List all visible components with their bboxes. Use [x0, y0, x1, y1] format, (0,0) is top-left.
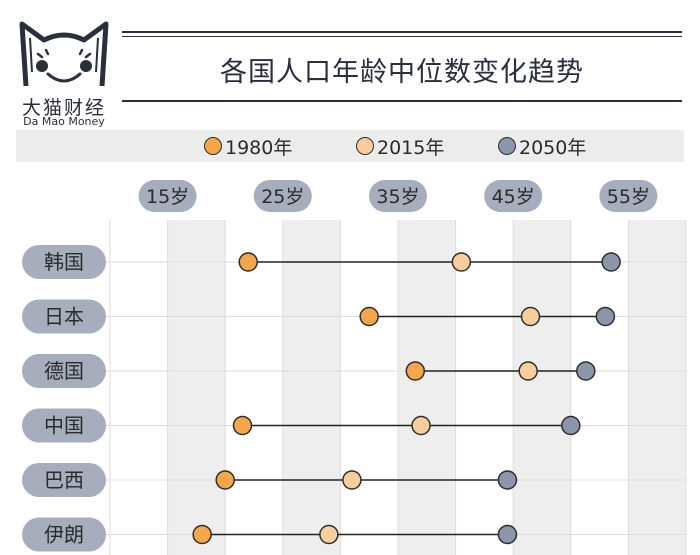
legend-label-2050: 2050年: [519, 136, 587, 159]
grid-band: [628, 220, 686, 555]
x-tick-label: 35岁: [376, 186, 419, 208]
point-2050: [497, 470, 518, 490]
x-tick-label: 55岁: [607, 186, 650, 208]
category-pill: [22, 463, 106, 497]
category-pill: [22, 517, 106, 552]
point-2015: [520, 306, 541, 327]
category-label: 中国: [44, 414, 84, 438]
x-tick-pill: [369, 180, 427, 212]
x-tick-pill: [253, 180, 312, 212]
title-rule-top-thin: [122, 36, 682, 37]
page-title: 各国人口年龄中位数变化趋势: [220, 57, 584, 88]
point-2050: [576, 361, 596, 381]
point-2050: [595, 306, 616, 327]
legend-item-2050: 2050年: [498, 130, 586, 162]
legend-dot-2050-icon: [498, 137, 516, 155]
point-1980: [192, 524, 212, 545]
legend: 1980年 2015年 2050年: [16, 130, 684, 162]
legend-label-2015: 2015年: [377, 136, 445, 159]
brand-name-en: Da Mao Money: [23, 115, 105, 128]
category-pill: [22, 299, 106, 334]
category-pill: [22, 408, 106, 443]
point-2015: [411, 415, 431, 436]
point-2015: [342, 470, 362, 490]
point-2050: [497, 524, 518, 545]
point-1980: [215, 470, 235, 490]
x-tick-label: 45岁: [492, 186, 535, 208]
point-1980: [232, 415, 253, 436]
point-1980: [359, 306, 379, 327]
point-2050: [561, 415, 581, 436]
category-label: 德国: [44, 359, 84, 383]
brand-name-cn: 大猫财经: [21, 97, 106, 119]
point-1980: [238, 252, 258, 272]
point-2015: [518, 361, 538, 381]
category-label: 韩国: [44, 250, 84, 274]
legend-label-1980: 1980年: [225, 136, 293, 159]
point-1980: [405, 361, 426, 381]
grid-band: [167, 220, 226, 555]
category-pill: [22, 245, 106, 279]
title-rule-bottom: [122, 100, 682, 102]
legend-dot-1980-icon: [204, 137, 222, 155]
grid-band: [513, 220, 571, 555]
x-tick-pill: [484, 180, 543, 212]
category-label: 伊朗: [44, 523, 84, 547]
title-rule-top: [122, 31, 682, 33]
grid-band: [282, 220, 341, 555]
category-label: 日本: [44, 305, 84, 329]
category-pill: [22, 354, 106, 388]
legend-item-2015: 2015年: [356, 130, 444, 162]
legend-item-1980: 1980年: [204, 130, 292, 162]
grid-band: [398, 220, 456, 555]
category-label: 巴西: [44, 468, 84, 492]
cat-logo-icon: [19, 21, 109, 87]
legend-dot-2015-icon: [356, 137, 374, 155]
point-2015: [319, 524, 339, 545]
point-2050: [601, 252, 621, 272]
x-tick-pill: [138, 180, 197, 212]
x-tick-pill: [599, 180, 658, 212]
x-tick-label: 15岁: [146, 186, 189, 208]
x-tick-label: 25岁: [261, 186, 304, 208]
point-2015: [451, 252, 472, 272]
